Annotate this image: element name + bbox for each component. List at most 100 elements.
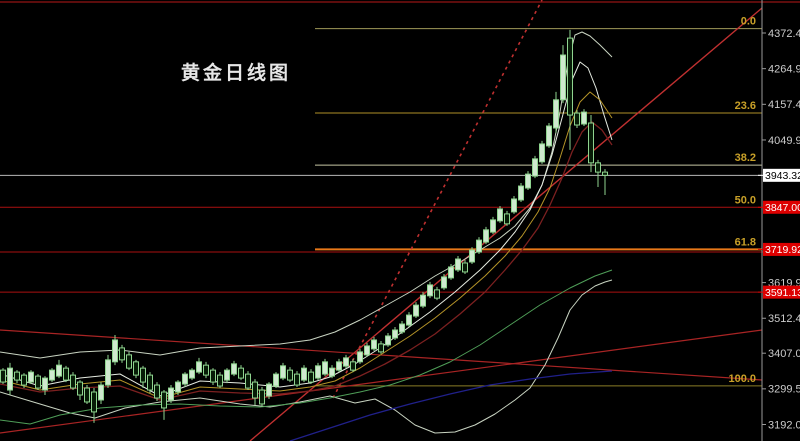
candle-body — [315, 365, 321, 379]
candle-body — [413, 304, 419, 317]
candle-body — [553, 99, 559, 129]
fib-level-label: 23.6 — [735, 100, 756, 112]
candle-body — [392, 329, 398, 339]
candle-body — [49, 369, 55, 381]
candle-body — [84, 387, 90, 403]
candle-body — [497, 208, 503, 222]
axis-price-label: 3512.40 — [768, 313, 800, 325]
candle-body — [91, 391, 97, 413]
candle-body — [224, 369, 230, 381]
candle-body — [602, 171, 608, 176]
axis-price-label: 4372.40 — [768, 28, 800, 40]
candle-body — [168, 387, 174, 401]
candle-body — [483, 229, 489, 243]
candle-body — [490, 219, 496, 233]
candle-body — [301, 367, 307, 381]
candle-body — [287, 369, 293, 381]
candle-body — [581, 111, 587, 125]
candle-body — [595, 162, 601, 173]
price-marker-boxes: 3943.32 3847.00 3719.92 3591.13 — [758, 168, 800, 299]
candle-body — [133, 361, 139, 376]
fib-level-label: 100.0 — [728, 373, 756, 385]
candle-body — [147, 374, 153, 391]
candle-body — [217, 374, 223, 387]
candle-body — [259, 389, 265, 405]
ma-slow-green — [0, 269, 613, 425]
candle-body — [476, 239, 482, 253]
candle-body — [245, 373, 251, 389]
candle-body — [28, 371, 34, 383]
candle-body — [252, 381, 258, 399]
candle-body — [441, 276, 447, 289]
axis-price-label: 4264.90 — [768, 63, 800, 75]
axis-price-label: 3407.05 — [768, 348, 800, 360]
candle-body — [406, 314, 412, 326]
candles-layer — [0, 29, 608, 423]
alert-price-box — [763, 285, 800, 299]
candle-body — [448, 266, 454, 279]
candle-body — [399, 323, 405, 333]
current-price-box — [763, 168, 800, 182]
candle-body — [462, 262, 468, 273]
candle-body — [350, 361, 356, 371]
fib-level-label: 0.0 — [741, 16, 756, 28]
candle-body — [70, 374, 76, 389]
fibonacci-labels: 0.0 23.6 38.2 50.0 61.8 100.0 — [728, 16, 756, 385]
candle-body — [266, 383, 272, 397]
candle-body — [35, 375, 41, 389]
candle-body — [238, 367, 244, 379]
price-box-label: 3591.13 — [765, 287, 800, 299]
candle-body — [322, 361, 328, 375]
candle-body — [140, 367, 146, 383]
candle-body — [343, 357, 349, 367]
candle-body — [203, 364, 209, 376]
candle-body — [112, 339, 118, 363]
dotted-acceleration-line — [332, 0, 543, 399]
candle-body — [532, 158, 538, 177]
candle-body — [364, 345, 370, 356]
fibonacci-levels — [315, 28, 762, 387]
price-box-label: 3943.32 — [765, 170, 800, 182]
chart-title: 黄金日线图 — [181, 62, 292, 84]
axis-price-label: 3192.05 — [768, 419, 800, 431]
candle-body — [21, 374, 27, 386]
price-box-label: 3719.92 — [765, 244, 800, 256]
candle-body — [336, 361, 342, 371]
fib-level-label: 50.0 — [735, 194, 756, 206]
candle-body — [105, 359, 111, 386]
candle-body — [455, 258, 461, 271]
axis-price-label: 3299.55 — [768, 384, 800, 396]
candle-body — [567, 37, 573, 116]
price-axis — [761, 0, 766, 441]
candle-body — [525, 173, 531, 189]
candle-body — [560, 54, 566, 101]
ma-long-navy — [289, 370, 613, 441]
candle-body — [77, 381, 83, 396]
candle-body — [56, 364, 62, 377]
candle-body — [210, 369, 216, 383]
candle-body — [546, 125, 552, 147]
candle-body — [371, 339, 377, 350]
candle-body — [539, 143, 545, 163]
fib-level-label: 61.8 — [735, 236, 756, 248]
candle-body — [154, 384, 160, 399]
candle-body — [196, 361, 202, 373]
wedge-support-line — [0, 329, 763, 434]
candle-body — [434, 289, 440, 299]
price-box-label: 3847.00 — [765, 202, 800, 214]
candle-body — [504, 213, 510, 225]
candle-body — [14, 371, 20, 381]
candle-body — [588, 122, 594, 164]
candle-body — [231, 363, 237, 375]
axis-price-label: 4049.90 — [768, 135, 800, 147]
candle-body — [7, 367, 13, 391]
candle-body — [182, 373, 188, 385]
candle-body — [308, 371, 314, 383]
candle-body — [175, 381, 181, 393]
axis-price-label: 4157.40 — [768, 99, 800, 111]
candle-body — [42, 377, 48, 391]
alert-price-box — [763, 200, 800, 214]
candle-body — [385, 335, 391, 346]
